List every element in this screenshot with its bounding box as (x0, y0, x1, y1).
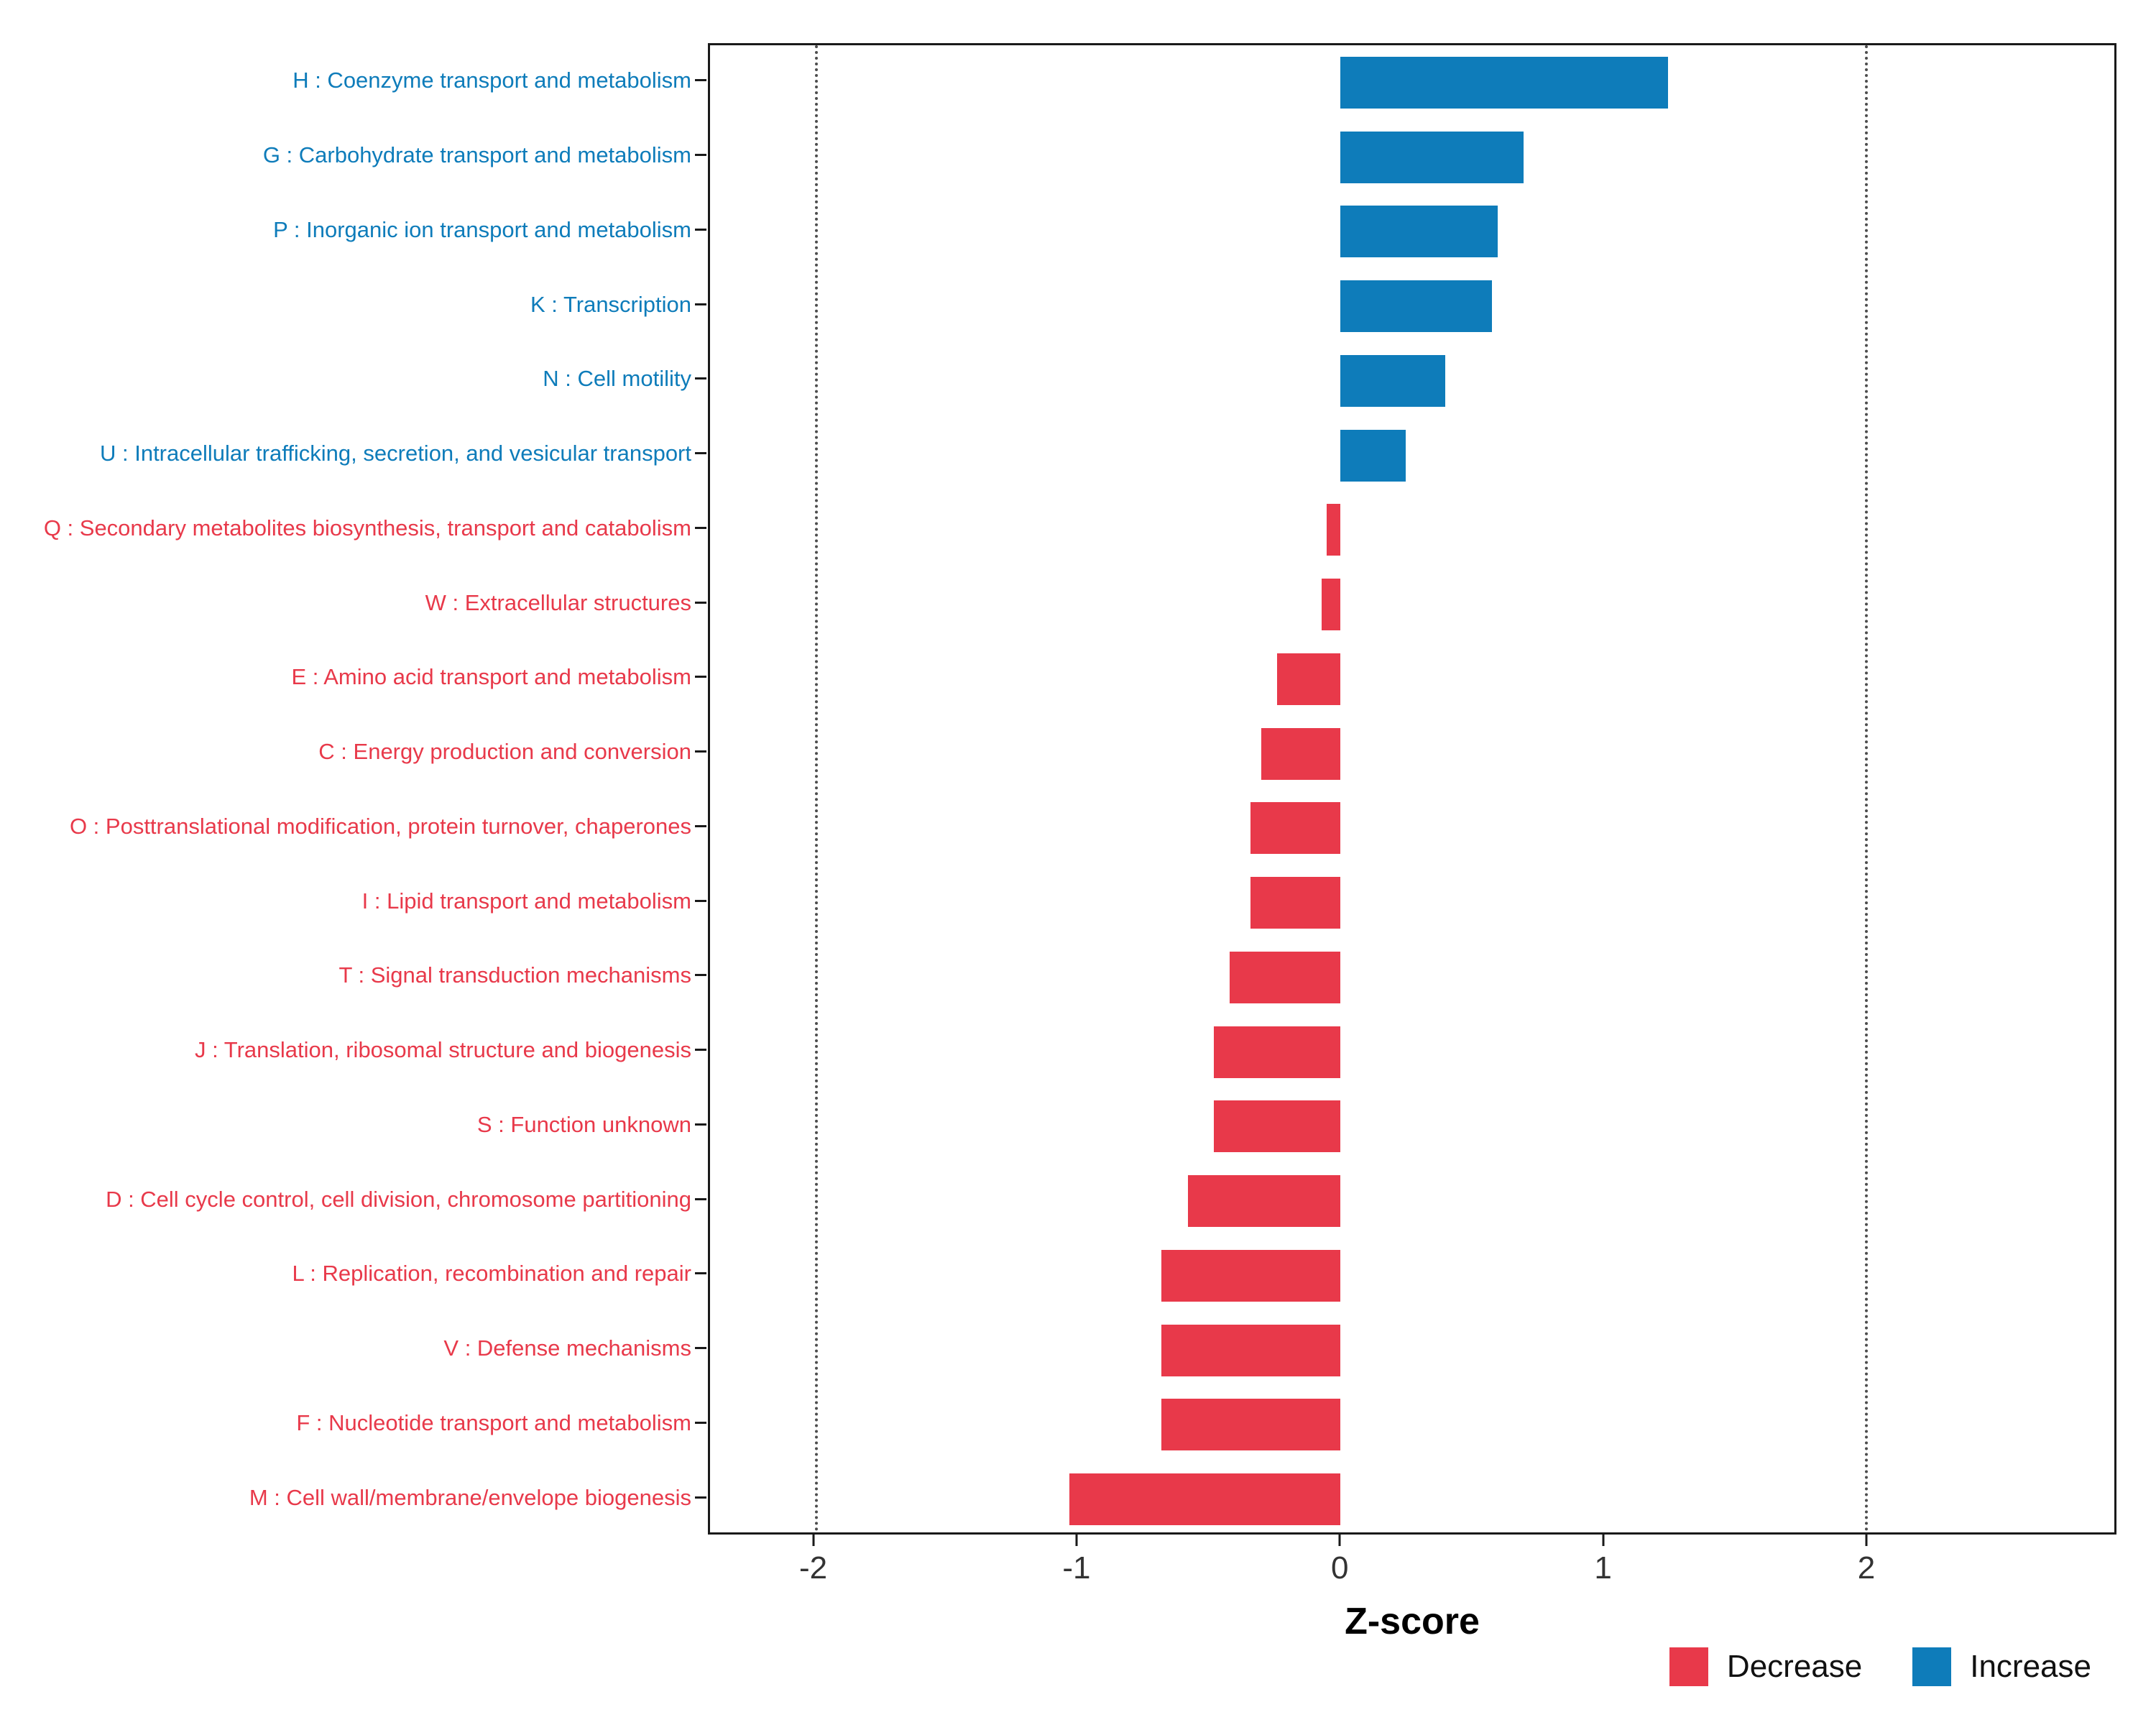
x-tick-mark (1602, 1535, 1605, 1546)
x-tick-label: 1 (1594, 1550, 1612, 1586)
category-label: V : Defense mechanisms (443, 1335, 691, 1361)
bar (1340, 429, 1406, 482)
y-tick-mark (695, 1347, 706, 1350)
category-label: N : Cell motility (543, 366, 691, 392)
reference-line (815, 45, 819, 1532)
x-tick-mark (1865, 1535, 1868, 1546)
x-axis-tick-labels: -2 -1 0 1 2 (708, 1550, 2116, 1594)
y-tick-mark (695, 601, 706, 604)
y-tick-mark (695, 1197, 706, 1200)
x-axis-title: Z-score (1345, 1601, 1480, 1642)
y-tick-mark (695, 377, 706, 380)
category-label: U : Intracellular trafficking, secretion… (99, 441, 691, 466)
bar (1250, 802, 1340, 855)
bar (1214, 1026, 1340, 1078)
y-tick-mark (695, 228, 706, 231)
y-tick-mark (695, 1496, 706, 1499)
category-label: F : Nucleotide transport and metabolism (296, 1409, 691, 1435)
legend-swatch-increase (1912, 1647, 1952, 1686)
y-axis-labels: H : Coenzyme transport and metabolism G :… (0, 43, 691, 1535)
y-axis-ticks (691, 43, 707, 1535)
x-tick-mark (1338, 1535, 1341, 1546)
bar (1276, 653, 1340, 705)
y-tick-mark (695, 1123, 706, 1126)
bar (1340, 206, 1498, 258)
y-tick-mark (695, 974, 706, 977)
bar (1187, 1175, 1340, 1228)
y-tick-mark (695, 303, 706, 305)
x-tick-label: 0 (1331, 1550, 1349, 1586)
category-label: G : Carbohydrate transport and metabolis… (262, 142, 691, 168)
bar (1327, 504, 1340, 556)
category-label: T : Signal transduction mechanisms (338, 962, 692, 988)
category-label: P : Inorganic ion transport and metaboli… (273, 216, 691, 242)
y-tick-mark (695, 1272, 706, 1275)
legend: Decrease Increase (1669, 1647, 2091, 1686)
x-tick-label: 2 (1857, 1550, 1876, 1586)
y-tick-mark (695, 899, 706, 902)
y-tick-mark (695, 750, 706, 753)
category-label: D : Cell cycle control, cell division, c… (106, 1186, 691, 1212)
x-tick-label: -2 (798, 1550, 828, 1586)
y-tick-mark (695, 1049, 706, 1052)
reference-line (1865, 45, 1869, 1532)
category-label: O : Posttranslational modification, prot… (69, 813, 691, 839)
bar (1261, 727, 1340, 780)
bar (1069, 1473, 1340, 1526)
bar (1230, 951, 1340, 1003)
y-tick-mark (695, 824, 706, 827)
category-label: K : Transcription (530, 291, 691, 317)
bar (1161, 1324, 1340, 1376)
legend-label-increase: Increase (1970, 1649, 2091, 1684)
x-tick-label: -1 (1062, 1550, 1091, 1586)
plot-panel (708, 43, 2116, 1535)
category-label: E : Amino acid transport and metabolism (291, 664, 691, 690)
bar (1340, 56, 1669, 109)
category-label: H : Coenzyme transport and metabolism (292, 68, 691, 93)
category-label: C : Energy production and conversion (318, 739, 691, 765)
bar (1161, 1249, 1340, 1302)
y-tick-mark (695, 79, 706, 82)
bar (1340, 354, 1445, 407)
y-tick-mark (695, 526, 706, 529)
bar (1340, 280, 1493, 333)
category-label: I : Lipid transport and metabolism (361, 888, 691, 914)
category-label: L : Replication, recombination and repai… (292, 1261, 691, 1287)
y-tick-mark (695, 676, 706, 678)
legend-label-decrease: Decrease (1726, 1649, 1863, 1684)
y-tick-mark (695, 1421, 706, 1424)
x-tick-mark (812, 1535, 815, 1546)
category-label: Q : Secondary metabolites biosynthesis, … (43, 515, 691, 540)
bar (1340, 131, 1524, 183)
category-label: W : Extracellular structures (425, 589, 691, 615)
y-tick-mark (695, 154, 706, 157)
bar (1321, 579, 1340, 631)
category-label: J : Translation, ribosomal structure and… (195, 1037, 691, 1063)
legend-item-decrease: Decrease (1669, 1647, 1862, 1686)
x-axis-ticks (708, 1535, 2116, 1549)
category-label: S : Function unknown (476, 1111, 691, 1137)
legend-item-increase: Increase (1912, 1647, 2091, 1686)
legend-swatch-decrease (1669, 1647, 1708, 1686)
y-tick-mark (695, 452, 706, 455)
bar (1250, 877, 1340, 929)
category-label: M : Cell wall/membrane/envelope biogenes… (249, 1484, 691, 1510)
x-tick-mark (1075, 1535, 1078, 1546)
bar (1214, 1100, 1340, 1153)
bar (1161, 1399, 1340, 1451)
